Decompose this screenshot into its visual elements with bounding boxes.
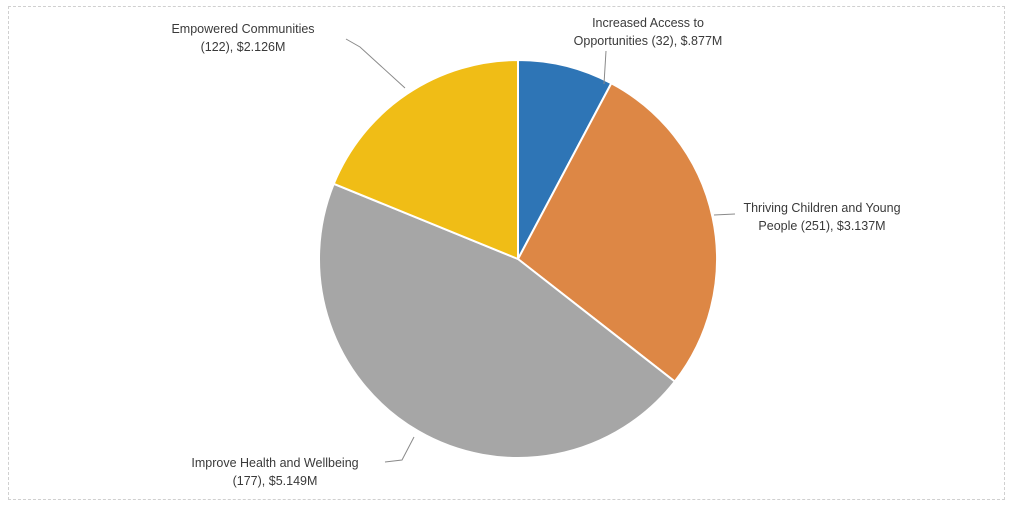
- pie-slice-empowered-communities: [332, 58, 519, 261]
- data-label-increased-access-to-opportunities: Increased Access to Opportunities (32), $…: [574, 16, 723, 48]
- data-label-line: Empowered Communities: [171, 22, 314, 36]
- data-label-line: Increased Access to: [592, 16, 704, 30]
- leader-line-increased-access-to-opportunities: [603, 50, 607, 85]
- pie-slices: [318, 58, 718, 459]
- data-label-line: (122), $2.126M: [201, 40, 286, 54]
- pie-slice-improve-health-and-wellbeing: [318, 182, 677, 459]
- data-label-empowered-communities: Empowered Communities (122), $2.126M: [171, 22, 314, 54]
- pie-slice-thriving-children-and-young-people: [516, 81, 718, 383]
- leader-lines: [345, 38, 736, 463]
- data-label-improve-health-and-wellbeing: Improve Health and Wellbeing (177), $5.14…: [191, 456, 358, 488]
- data-label-line: People (251), $3.137M: [758, 219, 885, 233]
- data-label-line: Thriving Children and Young: [743, 201, 900, 215]
- data-labels: Increased Access to Opportunities (32), $…: [171, 16, 900, 488]
- pie-slice-increased-access-to-opportunities: [517, 58, 613, 260]
- data-label-line: Opportunities (32), $.877M: [574, 34, 723, 48]
- data-label-line: Improve Health and Wellbeing: [191, 456, 358, 470]
- leader-line-improve-health-and-wellbeing: [384, 436, 415, 463]
- leader-line-thriving-children-and-young-people: [713, 213, 736, 216]
- data-label-line: (177), $5.149M: [233, 474, 318, 488]
- data-label-thriving-children-and-young-people: Thriving Children and Young People (251),…: [743, 201, 900, 233]
- chart-frame: [8, 6, 1005, 500]
- leader-line-empowered-communities: [345, 38, 406, 89]
